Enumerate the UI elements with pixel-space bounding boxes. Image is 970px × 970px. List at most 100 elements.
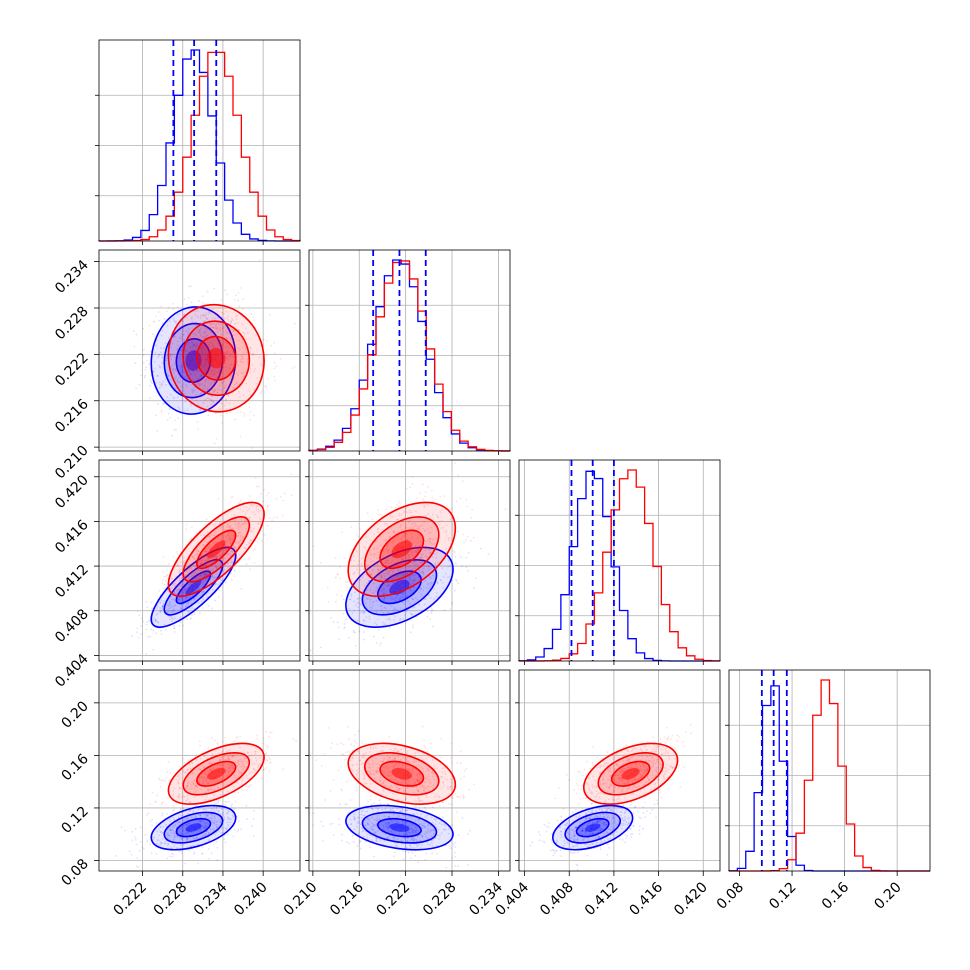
sample-point [246, 789, 248, 791]
sample-point [205, 335, 208, 337]
sample-point [227, 757, 230, 760]
sample-point [209, 326, 212, 329]
sample-point [207, 414, 210, 417]
sample-point [213, 822, 215, 825]
sample-point [171, 620, 173, 622]
sample-point [172, 307, 175, 310]
sample-point [188, 597, 191, 599]
sample-point [360, 611, 362, 614]
sample-point [151, 791, 154, 794]
sample-point [362, 602, 365, 605]
sample-point [372, 828, 374, 831]
sample-point [301, 738, 303, 740]
sample-point [353, 828, 356, 831]
sample-point [201, 383, 203, 385]
sample-point [152, 617, 155, 620]
sample-point [262, 742, 265, 745]
sample-point [246, 351, 248, 354]
sample-point [382, 781, 385, 784]
sample-point [202, 590, 205, 593]
sample-point [421, 826, 424, 829]
sample-point [350, 559, 353, 562]
sample-point [182, 819, 185, 822]
sample-point [233, 753, 236, 756]
sample-point [427, 843, 430, 846]
sample-point [228, 402, 231, 405]
sample-point [202, 808, 205, 811]
sample-point [400, 748, 402, 751]
sample-point [171, 855, 174, 858]
sample-point [399, 526, 401, 529]
sample-point [192, 333, 195, 335]
sample-point [209, 398, 211, 401]
sample-point [242, 535, 244, 538]
sample-point [411, 768, 414, 771]
sample-point [197, 568, 200, 571]
sample-point [440, 786, 443, 789]
sample-point [223, 565, 226, 567]
sample-point [217, 370, 220, 373]
sample-point [430, 544, 433, 547]
sample-point [446, 786, 449, 789]
sample-point [417, 591, 420, 593]
sample-point [242, 768, 244, 771]
sample-point [411, 613, 413, 616]
sample-point [376, 837, 378, 840]
sample-point [424, 746, 427, 749]
sample-point [220, 756, 223, 759]
sample-point [397, 750, 399, 752]
sample-point [202, 346, 205, 349]
sample-point [240, 772, 243, 774]
sample-point [424, 543, 427, 546]
sample-point [436, 582, 439, 584]
sample-point [229, 749, 231, 751]
sample-point [180, 593, 183, 596]
sample-point [353, 816, 356, 819]
scatter-points [312, 462, 475, 621]
sample-point [238, 502, 240, 505]
sample-point [165, 579, 167, 582]
sample-point [189, 372, 191, 374]
sample-point [179, 367, 182, 370]
sample-point [412, 829, 414, 832]
sample-point [231, 803, 234, 805]
sample-point [240, 499, 243, 502]
sample-point [206, 770, 209, 773]
sample-point [401, 808, 404, 811]
sample-point [388, 735, 391, 738]
sample-point [202, 571, 204, 574]
sample-point [228, 538, 230, 541]
sample-point [234, 540, 237, 543]
sample-point [205, 777, 208, 780]
sample-point [253, 762, 256, 765]
sample-point [415, 524, 417, 527]
sample-point [190, 318, 193, 320]
sample-point [253, 768, 256, 771]
sample-point [405, 821, 408, 824]
sample-point [393, 531, 396, 534]
sample-point [216, 331, 219, 334]
sample-point [172, 853, 174, 856]
sample-point [380, 576, 383, 579]
sample-point [374, 831, 377, 833]
sample-point [167, 842, 170, 845]
sample-point [273, 375, 275, 378]
sample-point [383, 758, 385, 760]
sample-point [267, 505, 269, 507]
sample-point [447, 802, 450, 805]
sample-point [382, 782, 385, 784]
sample-point [225, 398, 227, 401]
sample-point [414, 560, 416, 563]
sample-point [455, 580, 458, 582]
sample-point [384, 607, 387, 610]
sample-point [236, 535, 238, 538]
sample-point [402, 833, 405, 835]
sample-point [403, 535, 406, 538]
sample-point [236, 781, 239, 784]
sample-point [383, 587, 385, 590]
sample-point [174, 584, 177, 587]
sample-point [202, 387, 204, 390]
sample-point [193, 558, 195, 560]
sample-point [254, 513, 256, 516]
sample-point [396, 821, 399, 824]
